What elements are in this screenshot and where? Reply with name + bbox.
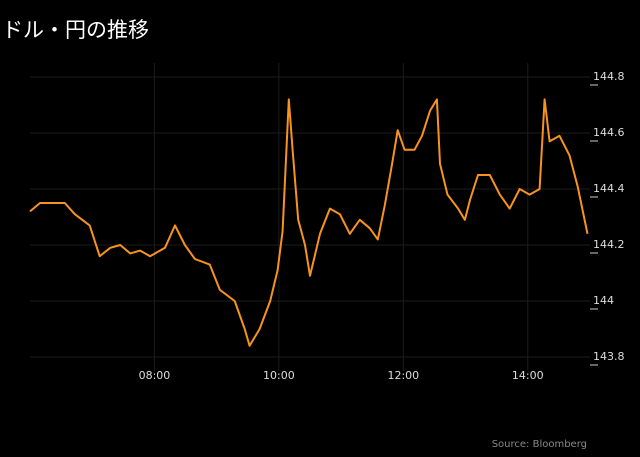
y-tick-label: 144.8 bbox=[593, 70, 625, 83]
price-line bbox=[29, 98, 589, 347]
y-tick-label: 143.8 bbox=[593, 350, 625, 363]
chart-title: ドル・円の推移 bbox=[2, 18, 149, 42]
y-tick-label: 144.2 bbox=[593, 238, 625, 251]
x-tick-label: 08:00 bbox=[139, 369, 171, 382]
x-tick-label: 10:00 bbox=[263, 369, 295, 382]
source: Source: Bloomberg bbox=[492, 439, 587, 450]
y-tick-label: 144.4 bbox=[593, 182, 625, 195]
y-tick-label: 144.6 bbox=[593, 126, 625, 139]
x-tick-label: 14:00 bbox=[512, 369, 544, 382]
x-tick-label: 12:00 bbox=[387, 369, 419, 382]
y-tick-label: 144 bbox=[593, 294, 614, 307]
